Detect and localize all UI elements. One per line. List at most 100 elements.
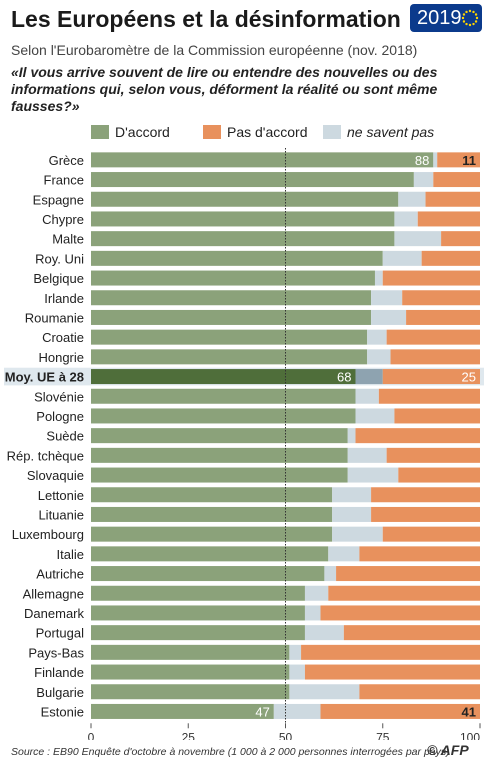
bar-agree-13	[91, 408, 356, 424]
bar-agree-2	[91, 191, 399, 207]
page-title: Les Européens et la désinformation	[11, 6, 401, 32]
bar-dontknow-12	[355, 388, 379, 404]
bar-disagree-7	[402, 290, 480, 306]
bar-agree-11	[91, 369, 356, 385]
legend-label-agree: D'accord	[115, 124, 170, 140]
bar-dontknow-27	[289, 684, 360, 700]
bar-agree-0	[91, 152, 434, 168]
category-label-12: Slovénie	[34, 389, 84, 404]
bar-agree-1	[91, 172, 414, 188]
bar-dontknow-6	[374, 270, 383, 286]
bar-disagree-22	[328, 585, 480, 601]
bar-agree-19	[91, 526, 333, 542]
data-label-disagree-11: 25	[462, 370, 476, 385]
category-label-5: Roy. Uni	[35, 251, 84, 266]
category-label-26: Finlande	[34, 665, 84, 680]
legend-swatch-disagree	[203, 125, 221, 139]
category-label-7: Irlande	[44, 291, 84, 306]
bar-dontknow-17	[332, 487, 372, 503]
data-label-disagree-28: 41	[462, 704, 476, 719]
bar-agree-27	[91, 684, 290, 700]
bar-agree-4	[91, 231, 395, 247]
category-label-25: Pays-Bas	[28, 645, 84, 660]
bar-dontknow-18	[332, 506, 372, 522]
bar-agree-18	[91, 506, 333, 522]
bar-dontknow-5	[382, 250, 422, 266]
bar-dontknow-22	[304, 585, 329, 601]
category-label-1: France	[44, 173, 84, 188]
legend-swatch-agree	[91, 125, 109, 139]
bar-agree-12	[91, 388, 356, 404]
bar-disagree-10	[390, 349, 480, 365]
x-tick-label-1: 25	[182, 730, 196, 740]
bar-dontknow-15	[347, 447, 387, 463]
bar-dontknow-11	[355, 369, 383, 385]
bar-dontknow-20	[328, 546, 360, 562]
bar-agree-21	[91, 566, 325, 582]
x-tick-label-0: 0	[88, 730, 95, 740]
category-label-20: Italie	[57, 547, 84, 562]
bar-disagree-4	[441, 231, 480, 247]
bar-dontknow-1	[413, 172, 434, 188]
bar-disagree-1	[433, 172, 480, 188]
bar-agree-15	[91, 447, 348, 463]
bar-disagree-3	[417, 211, 480, 227]
legend-swatch-dontknow	[323, 125, 341, 139]
bar-dontknow-16	[347, 467, 399, 483]
data-label-agree-28: 47	[255, 704, 269, 719]
data-label-agree-0: 88	[415, 153, 429, 168]
bar-disagree-28	[320, 703, 480, 719]
category-label-10: Hongrie	[38, 350, 84, 365]
eu-stars-icon	[461, 9, 479, 27]
survey-question: «Il vous arrive souvent de lire ou enten…	[11, 64, 438, 114]
bar-dontknow-3	[394, 211, 418, 227]
bar-agree-5	[91, 250, 383, 266]
bar-disagree-0	[437, 152, 480, 168]
bar-disagree-8	[406, 309, 480, 325]
x-tick-label-2: 50	[279, 730, 293, 740]
bar-agree-24	[91, 625, 305, 641]
data-label-disagree-0: 11	[462, 153, 476, 168]
bar-agree-6	[91, 270, 375, 286]
category-label-22: Allemagne	[23, 586, 84, 601]
category-label-15: Rép. tchèque	[7, 448, 84, 463]
bar-dontknow-24	[304, 625, 344, 641]
bar-disagree-11	[382, 369, 480, 385]
category-label-16: Slovaquie	[27, 468, 84, 483]
category-label-9: Croatie	[42, 330, 84, 345]
bar-agree-16	[91, 467, 348, 483]
bar-dontknow-8	[371, 309, 407, 325]
bar-dontknow-14	[347, 428, 356, 444]
category-label-2: Espagne	[33, 192, 84, 207]
bar-agree-14	[91, 428, 348, 444]
category-label-27: Bulgarie	[36, 685, 84, 700]
bar-dontknow-25	[289, 644, 302, 660]
bar-agree-23	[91, 605, 305, 621]
year-badge: 2019	[410, 4, 482, 32]
category-label-17: Lettonie	[38, 488, 84, 503]
bar-dontknow-4	[394, 231, 442, 247]
x-tick-label-3: 75	[376, 730, 390, 740]
bar-disagree-16	[398, 467, 480, 483]
bar-disagree-13	[394, 408, 480, 424]
bar-disagree-21	[336, 566, 480, 582]
bar-agree-7	[91, 290, 372, 306]
bar-disagree-14	[355, 428, 480, 444]
category-label-13: Pologne	[36, 409, 84, 424]
category-label-23: Danemark	[24, 606, 84, 621]
data-label-agree-11: 68	[337, 370, 351, 385]
bar-dontknow-2	[398, 191, 426, 207]
x-tick-label-4: 100	[460, 730, 480, 740]
bar-disagree-26	[304, 664, 480, 680]
bar-dontknow-21	[324, 566, 337, 582]
category-label-28: Estonie	[41, 704, 84, 719]
category-label-8: Roumanie	[25, 310, 84, 325]
legend-label-dontknow: ne savent pas	[347, 124, 435, 140]
bar-disagree-27	[359, 684, 480, 700]
bar-agree-28	[91, 703, 274, 719]
source-note: Source : EB90 Enquête d'octobre à novemb…	[11, 746, 450, 758]
afp-credit: © AFP	[427, 742, 469, 758]
category-label-6: Belgique	[33, 271, 84, 286]
legend-label-disagree: Pas d'accord	[227, 124, 308, 140]
bar-disagree-24	[343, 625, 480, 641]
